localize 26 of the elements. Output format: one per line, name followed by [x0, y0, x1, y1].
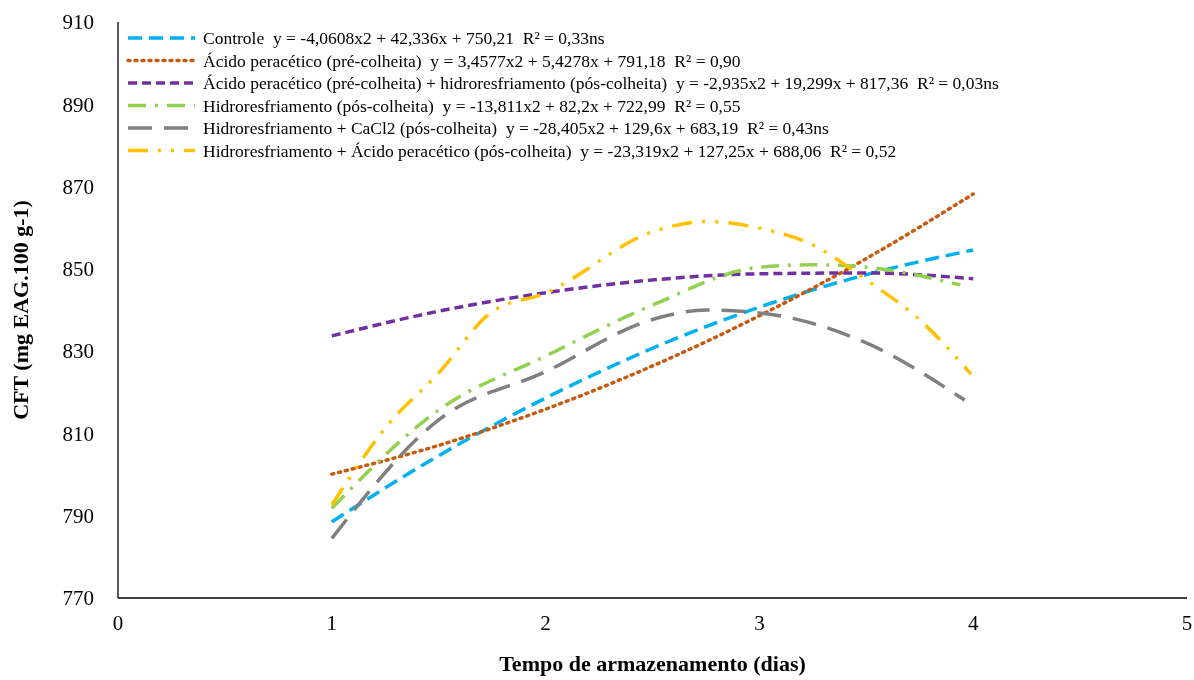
y-tick-label: 890 — [62, 92, 94, 117]
legend-label: Ácido peracético (pré-colheita) y = 3,4577x2 + 5,4278x + 791,18 R² = 0,90 — [203, 50, 741, 71]
line-series — [330, 219, 973, 507]
line-series — [330, 192, 975, 476]
legend-label: Hidroresfriamento + Ácido peracético (pós-colheita) y = -23,319x2 + 127,25x + 688,06 R² = 0,52 — [203, 140, 897, 161]
x-tick-label: 3 — [754, 611, 765, 635]
y-tick-label: 870 — [62, 174, 94, 199]
x-axis-title: Tempo de armazenamento (dias) — [499, 651, 806, 676]
legend-label: Ácido peracético (pré-colheita) + hidroresfriamento (pós-colheita) y = -2,935x2 + 19,299x + 817,36 R² = 0,03ns — [203, 73, 999, 94]
legend-label: Hidroresfriamento + CaCl2 (pós-colheita) y = -28,405x2 + 129,6x + 683,19 R² = 0,43ns — [203, 118, 829, 139]
line-series — [330, 308, 967, 541]
legend-label: Hidroresfriamento (pós-colheita) y = -13,811x2 + 82,2x + 722,99 R² = 0,55 — [203, 95, 741, 116]
y-tick-label: 910 — [62, 10, 94, 35]
y-tick-label: 830 — [62, 339, 94, 364]
x-tick-label: 0 — [112, 611, 124, 635]
x-tick-label: 2 — [540, 611, 551, 635]
x-tick-label: 5 — [1181, 611, 1193, 635]
y-axis-title: CFT (mg EAG.100 g-1) — [8, 200, 33, 420]
y-tick-label: 770 — [62, 586, 94, 611]
legend-label: Controle y = -4,0608x2 + 42,336x + 750,21 R² = 0,33ns — [203, 28, 605, 49]
y-tick-label: 790 — [62, 504, 94, 529]
line-series — [330, 271, 975, 338]
y-tick-label: 810 — [62, 421, 94, 446]
x-tick-label: 4 — [967, 611, 979, 635]
x-tick-label: 1 — [326, 611, 338, 635]
y-tick-label: 850 — [62, 257, 94, 282]
